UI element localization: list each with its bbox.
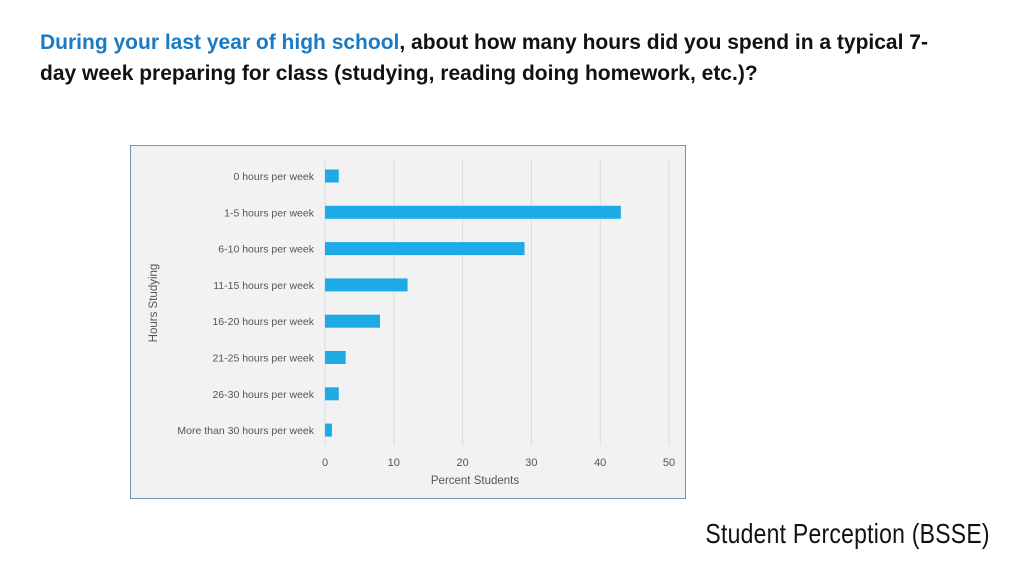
category-label-0: 0 hours per week (233, 171, 314, 183)
category-label-1: 1-5 hours per week (224, 207, 315, 219)
y-axis-title: Hours Studying (148, 264, 160, 343)
x-tick-label-20: 20 (456, 457, 468, 469)
bar-chart: 0 10 20 30 40 50 0 hours per week 1-5 hours per… (148, 160, 675, 487)
question-rest: , about how many hours did you spend in … (40, 31, 928, 85)
bar-2 (325, 242, 525, 256)
bar-0 (325, 169, 339, 183)
bar-4 (325, 314, 381, 328)
bar-7 (325, 423, 332, 437)
x-tick-label-50: 50 (663, 457, 675, 469)
category-label-3: 11-15 hours per week (213, 280, 315, 292)
bar-5 (325, 351, 346, 364)
x-tick-label-40: 40 (594, 457, 606, 469)
category-label-6: 26-30 hours per week (212, 389, 314, 401)
bar-3 (325, 278, 408, 292)
footer-title: Student Perception (BSSE) (705, 518, 990, 549)
x-tick-label-30: 30 (525, 457, 537, 469)
question-highlight: During your last year of high school (40, 31, 400, 54)
x-tick-label-10: 10 (388, 457, 400, 469)
category-label-2: 6-10 hours per week (218, 244, 314, 256)
bar-1 (325, 205, 621, 219)
question-heading: During your last year of high school, ab… (40, 27, 940, 89)
category-label-4: 16-20 hours per week (212, 316, 314, 328)
category-label-5: 21-25 hours per week (212, 353, 314, 365)
bar-6 (325, 387, 339, 401)
chart-frame: 0 10 20 30 40 50 0 hours per week 1-5 hours per… (130, 145, 686, 499)
x-axis-title: Percent Students (431, 475, 519, 487)
category-label-7: More than 30 hours per week (177, 425, 314, 437)
x-tick-label-0: 0 (322, 457, 328, 469)
